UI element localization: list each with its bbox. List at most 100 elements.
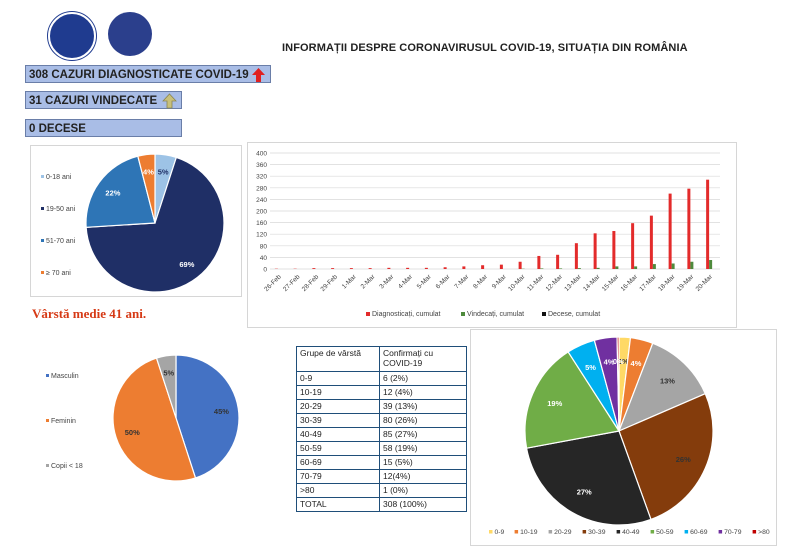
bar: [444, 267, 447, 269]
legend-swatch: [583, 530, 587, 534]
bar: [387, 268, 390, 269]
bar: [312, 268, 315, 269]
table-header-cell: Confirmați cu COVID-19: [380, 347, 467, 372]
table-cell: 58 (19%): [380, 442, 467, 456]
pie-data-label: 50%: [125, 428, 140, 437]
pie-data-label: 4%: [143, 167, 154, 176]
legend-label: Diagnosticați, cumulat: [372, 311, 441, 318]
bar: [500, 265, 503, 269]
x-tick-label: 18-Mar: [657, 273, 677, 293]
recovered-cases-text: 31 CAZURI VINDECATE: [29, 95, 157, 107]
legend-swatch: [489, 530, 493, 534]
pie-data-label: 5%: [585, 363, 596, 372]
bar: [631, 223, 634, 269]
legend-label: 19-50 ani: [46, 206, 76, 213]
table-cell: 10-19: [297, 386, 380, 400]
legend-label: 50-59: [656, 529, 674, 536]
y-tick-label: 120: [256, 232, 267, 239]
bar: [709, 260, 712, 269]
x-tick-label: 2-Mar: [360, 273, 378, 291]
legend-label: Feminin: [51, 418, 76, 425]
x-tick-label: 4-Mar: [397, 273, 415, 291]
y-tick-label: 240: [256, 197, 267, 204]
table-cell: 0-9: [297, 372, 380, 386]
table-cell: 308 (100%): [380, 498, 467, 512]
legend-swatch: [41, 239, 44, 242]
y-tick-label: 80: [260, 243, 268, 250]
recovered-cases-box: 31 CAZURI VINDECATE: [25, 91, 182, 109]
legend-swatch: [542, 312, 546, 316]
page-title: INFORMAȚII DESPRE CORONAVIRUSUL COVID-19…: [282, 42, 688, 54]
x-tick-label: 19-Mar: [676, 273, 696, 293]
legend-label: >80: [758, 529, 770, 536]
bar: [612, 231, 615, 269]
x-tick-label: 1-Mar: [341, 273, 359, 291]
pie-data-label: 22%: [105, 188, 120, 197]
pie-data-label: 5%: [163, 369, 174, 378]
x-tick-label: 10-Mar: [507, 273, 527, 293]
age-group-table: Grupe de vârstă Confirmați cu COVID-19 0…: [296, 346, 467, 512]
y-tick-label: 400: [256, 151, 267, 158]
legend-label: 70-79: [724, 529, 742, 536]
legend-swatch: [617, 530, 621, 534]
pie-data-label: 26%: [676, 455, 691, 464]
table-cell: 12 (4%): [380, 386, 467, 400]
legend-swatch: [753, 530, 757, 534]
x-tick-label: 26-Feb: [263, 273, 283, 293]
pie-data-label: 13%: [660, 377, 675, 386]
bar: [653, 264, 656, 269]
legend-swatch: [46, 464, 49, 467]
legend-swatch: [685, 530, 689, 534]
bar: [559, 268, 562, 269]
deaths-text: 0 DECESE: [29, 123, 86, 135]
x-tick-label: 9-Mar: [491, 273, 509, 291]
bar: [669, 194, 672, 269]
bar: [597, 268, 600, 269]
legend-swatch: [41, 207, 44, 210]
bar: [331, 268, 334, 269]
table-cell: 80 (26%): [380, 414, 467, 428]
bar: [537, 256, 540, 269]
bar: [672, 263, 675, 269]
pie-data-label: 45%: [214, 407, 229, 416]
bar: [406, 268, 409, 269]
table-cell: 70-79: [297, 470, 380, 484]
bar: [594, 233, 597, 269]
y-tick-label: 320: [256, 174, 267, 181]
bar: [634, 266, 637, 269]
table-cell: 60-69: [297, 456, 380, 470]
x-tick-label: 14-Mar: [582, 273, 602, 293]
table-cell: 39 (13%): [380, 400, 467, 414]
pie-data-label: 69%: [179, 260, 194, 269]
table-cell: 6 (2%): [380, 372, 467, 386]
diagnosed-cases-box: 308 CAZURI DIAGNOSTICATE COVID-19: [25, 65, 271, 83]
deaths-box: 0 DECESE: [25, 119, 182, 137]
x-tick-label: 11-Mar: [526, 273, 546, 293]
bar: [369, 268, 372, 269]
y-tick-label: 360: [256, 162, 267, 169]
legend-label: Vindecați, cumulat: [467, 311, 524, 318]
pie-data-label: 0%: [613, 357, 624, 366]
table-cell: 12(4%): [380, 470, 467, 484]
table-cell: 15 (5%): [380, 456, 467, 470]
x-tick-label: 13-Mar: [563, 273, 583, 293]
legend-swatch: [41, 271, 44, 274]
x-tick-label: 3-Mar: [378, 273, 396, 291]
legend-label: 0-18 ani: [46, 174, 72, 181]
y-tick-label: 40: [260, 255, 268, 262]
bar: [575, 243, 578, 269]
legend-label: Decese, cumulat: [548, 311, 600, 318]
pie-data-label: 5%: [158, 168, 169, 177]
government-seal-logo: [48, 12, 96, 60]
